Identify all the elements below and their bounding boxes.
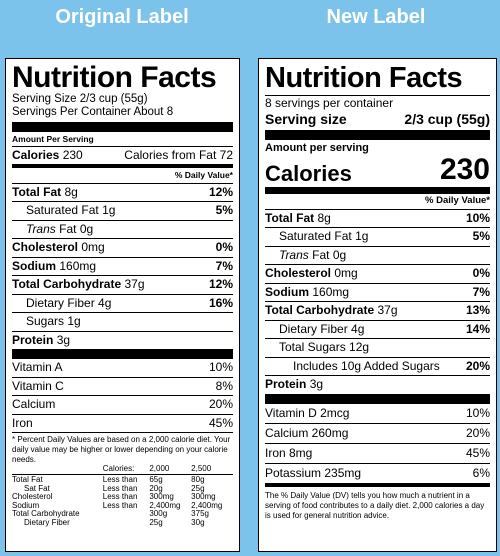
new-row-total-fat: Total Fat 8g 10% xyxy=(265,208,490,228)
original-calories-value: 230 xyxy=(62,147,83,162)
new-row-vitamin-d: Vitamin D 2mcg 10% xyxy=(265,405,490,420)
original-servings-per-container: Servings Per Container About 8 xyxy=(12,106,174,118)
original-row-vitamin-c: Vitamin C 8% xyxy=(12,376,233,396)
new-calories-label: Calories xyxy=(265,161,352,186)
new-row-protein: Protein 3g xyxy=(265,375,490,394)
original-nutrition-label: Nutrition Facts Serving Size 2/3 cup (55… xyxy=(5,58,240,552)
new-title: Nutrition Facts xyxy=(265,62,463,94)
original-row-total-carbohydrate: Total Carbohydrate 37g 12% xyxy=(12,275,233,294)
new-nutrition-label: Nutrition Facts 8 servings per container… xyxy=(258,58,497,552)
new-footnote: The % Daily Value (DV) tells you how muc… xyxy=(265,490,485,520)
new-row-cholesterol: Cholesterol 0mg 0% xyxy=(265,264,490,283)
new-serving-size: Serving size 2/3 cup (55g) xyxy=(265,111,490,127)
new-servings-per-container: 8 servings per container xyxy=(265,96,394,110)
original-row-iron: Iron 45% xyxy=(12,413,233,433)
original-row-calcium: Calcium 20% xyxy=(12,395,233,414)
new-row-added-sugars: Includes 10g Added Sugars 20% xyxy=(265,356,490,376)
original-row-vitamin-a: Vitamin A 10% xyxy=(12,360,233,374)
new-calories-value: 230 xyxy=(439,153,490,186)
new-row-sodium: Sodium 160mg 7% xyxy=(265,282,490,302)
original-row-sugars: Sugars 1g xyxy=(12,312,233,331)
original-row-cholesterol: Cholesterol 0mg 0% xyxy=(12,238,233,257)
new-row-iron: Iron 8mg 45% xyxy=(265,442,490,463)
new-row-potassium: Potassium 235mg 6% xyxy=(265,462,490,483)
original-dv-header: % Daily Value* xyxy=(174,170,233,180)
original-amount-per-serving: Amount Per Serving xyxy=(12,134,94,144)
new-row-trans-fat: Trans Fat 0g xyxy=(265,245,490,265)
new-row-calcium: Calcium 260mg 20% xyxy=(265,422,490,443)
new-dv-header: % Daily Value* xyxy=(425,195,490,206)
original-row-sodium: Sodium 160mg 7% xyxy=(12,256,233,276)
original-serving-size: Serving Size 2/3 cup (55g) xyxy=(12,93,148,105)
original-calories-from-fat: Calories from Fat 72 xyxy=(124,147,233,162)
original-row-trans-fat: Trans Fat 0g xyxy=(12,219,233,239)
original-label-heading: Original Label xyxy=(55,6,189,28)
original-footnote: * Percent Daily Values are based on a 2,… xyxy=(12,435,231,464)
original-row-total-fat: Total Fat 8g 12% xyxy=(12,182,233,202)
original-calories-label: Calories xyxy=(12,147,60,162)
original-row-saturated-fat: Saturated Fat 1g 5% xyxy=(12,201,233,220)
new-row-saturated-fat: Saturated Fat 1g 5% xyxy=(265,227,490,246)
new-row-dietary-fiber: Dietary Fiber 4g 14% xyxy=(265,319,490,339)
original-dv-reference-table: Calories: 2,000 2,500 Total Fat Less than… xyxy=(12,464,233,528)
new-amount-per-serving: Amount per serving xyxy=(265,142,369,154)
new-label-heading: New Label xyxy=(326,6,426,28)
original-row-protein: Protein 3g xyxy=(12,330,233,350)
original-row-dietary-fiber: Dietary Fiber 4g 16% xyxy=(12,293,233,313)
new-row-total-carbohydrate: Total Carbohydrate 37g 13% xyxy=(265,301,490,320)
new-row-total-sugars: Total Sugars 12g xyxy=(265,338,490,357)
original-title: Nutrition Facts xyxy=(12,61,217,94)
